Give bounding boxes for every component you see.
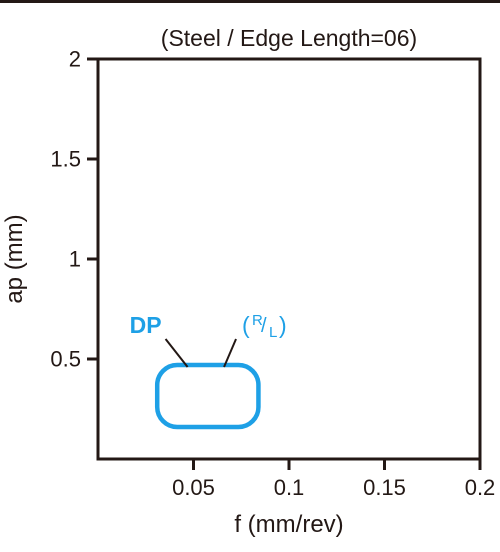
x-tick-label: 0.05 [172,475,215,500]
region-label-rl: (R/L) [242,312,287,341]
y-tick-label: 1.5 [50,147,81,172]
region-dp [157,365,258,427]
x-tick-label: 0.15 [363,475,406,500]
chart-title: (Steel / Edge Length=06) [161,25,417,51]
y-tick-label: 1 [69,247,81,272]
paren-open: ( [242,312,250,338]
label-l: L [269,324,277,341]
region-label-dp: DP [130,312,162,338]
label-slash: / [261,315,267,337]
x-axis-label: f (mm/rev) [234,511,343,538]
y-tick-label: 2 [69,47,81,72]
paren-close: ) [279,312,287,338]
chart-container: 0.05 0.1 0.15 0.2 0.5 1 1.5 2 (Steel / Edge Leng… [0,0,500,552]
x-tick-label: 0.1 [274,475,305,500]
y-tick-label: 0.5 [50,347,81,372]
chart: 0.05 0.1 0.15 0.2 0.5 1 1.5 2 (Steel / Edge Leng… [0,0,500,552]
x-tick-label: 0.2 [465,475,496,500]
y-axis-label: ap (mm) [1,214,28,303]
